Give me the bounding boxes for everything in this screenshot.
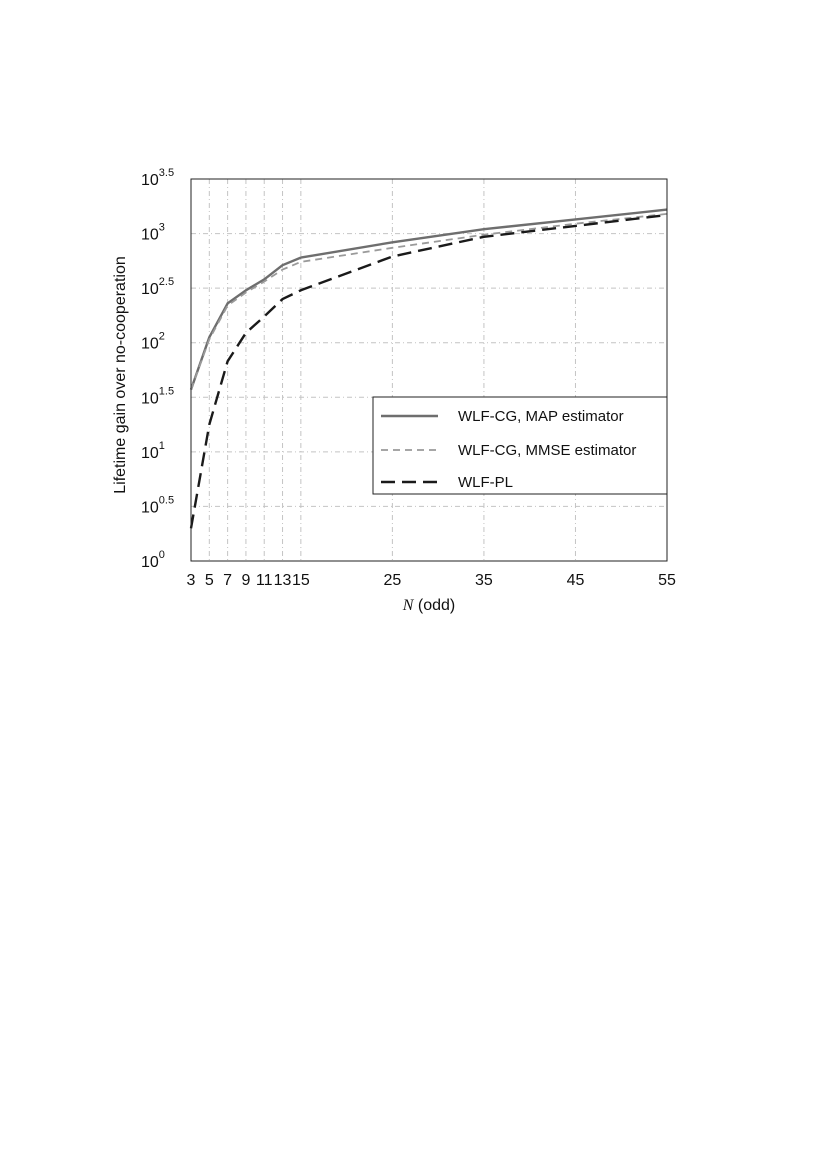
legend-label-mmse: WLF-CG, MMSE estimator bbox=[458, 442, 636, 459]
x-tick-label: 35 bbox=[475, 572, 493, 589]
x-tick-label: 45 bbox=[567, 572, 585, 589]
x-tick-label: 15 bbox=[292, 572, 310, 589]
y-tick-label: 100 bbox=[141, 549, 165, 571]
plot-area-background bbox=[191, 179, 667, 561]
y-tick-label: 103 bbox=[141, 222, 165, 244]
x-tick-label: 11 bbox=[256, 572, 273, 589]
y-tick-label: 103.5 bbox=[141, 167, 174, 189]
x-tick-label: 55 bbox=[658, 572, 676, 589]
x-tick-label: 13 bbox=[274, 572, 292, 589]
x-tick-label: 9 bbox=[241, 572, 250, 589]
x-tick-label: 3 bbox=[187, 572, 196, 589]
series-line-2 bbox=[189, 213, 668, 529]
y-tick-label: 102.5 bbox=[141, 276, 174, 298]
x-axis-variable: N bbox=[402, 597, 415, 614]
y-tick-labels: 100 100.5 101 101.5 102 102.5 103 103.5 bbox=[141, 167, 174, 571]
series-line-1 bbox=[190, 213, 668, 390]
y-tick-label: 101.5 bbox=[141, 385, 174, 407]
y-tick-label: 101 bbox=[141, 440, 165, 462]
plot-frame bbox=[190, 178, 668, 562]
legend: WLF-CG, MAP estimator WLF-CG, MMSE estim… bbox=[372, 396, 668, 495]
legend-box bbox=[372, 396, 668, 495]
y-tick-label: 100.5 bbox=[141, 494, 174, 516]
legend-label-map: WLF-CG, MAP estimator bbox=[458, 408, 624, 425]
series-lines bbox=[189, 208, 668, 529]
legend-label-pl: WLF-PL bbox=[458, 474, 513, 491]
y-tick-label: 102 bbox=[141, 331, 165, 353]
x-tick-label: 7 bbox=[223, 572, 232, 589]
series-line-0 bbox=[189, 208, 668, 390]
x-tick-label: 25 bbox=[383, 572, 401, 589]
x-tick-labels: 3 5 7 9 11 13 15 25 35 45 55 bbox=[187, 572, 676, 589]
x-axis-label: N (odd) bbox=[402, 597, 455, 614]
y-axis-label: Lifetime gain over no-cooperation bbox=[112, 256, 129, 493]
x-tick-label: 5 bbox=[205, 572, 214, 589]
x-axis-suffix: (odd) bbox=[413, 597, 455, 614]
